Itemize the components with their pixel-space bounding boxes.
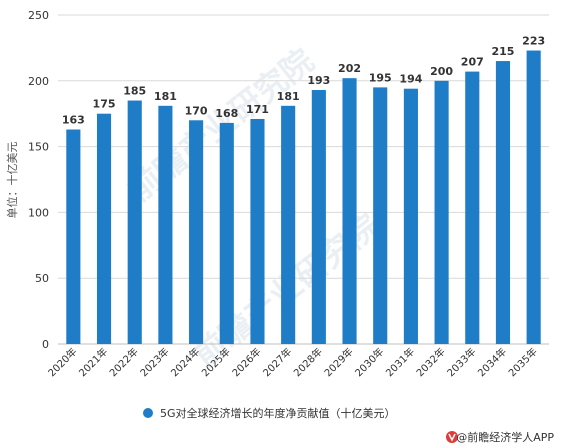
x-tick-label: 2023年 (137, 345, 171, 379)
x-tick-label: 2024年 (168, 345, 202, 379)
data-label: 170 (185, 104, 208, 117)
x-tick-label: 2021年 (76, 345, 110, 379)
bar (311, 90, 326, 345)
legend: 5G对全球经济增长的年度净贡献值（十亿美元） (143, 406, 396, 420)
x-tick-label: 2029年 (321, 345, 355, 379)
bar (434, 80, 449, 345)
x-tick-label: 2033年 (444, 345, 478, 379)
bar (465, 71, 480, 344)
data-label: 175 (93, 98, 116, 111)
data-label: 223 (522, 35, 545, 48)
bar (219, 122, 234, 344)
data-label: 171 (246, 103, 269, 116)
bar (526, 50, 541, 344)
data-label: 181 (154, 90, 177, 103)
legend-swatch (143, 408, 153, 418)
bar (403, 88, 418, 344)
x-tick-label: 2032年 (413, 345, 447, 379)
bar (96, 113, 112, 344)
data-label: 163 (62, 113, 85, 126)
source-text: @前瞻经济学人APP (456, 430, 554, 444)
y-tick-label: 100 (28, 206, 49, 219)
data-label: 207 (461, 56, 484, 69)
data-label: 193 (307, 74, 330, 87)
y-axis: 0 50 100 150 200 250 (28, 9, 49, 351)
y-tick-label: 200 (28, 75, 49, 88)
x-tick-label: 2030年 (352, 345, 386, 379)
bar (127, 100, 142, 344)
data-label: 168 (215, 107, 238, 120)
legend-label: 5G对全球经济增长的年度净贡献值（十亿美元） (160, 406, 396, 420)
x-tick-label: 2031年 (383, 345, 417, 379)
y-tick-label: 50 (35, 272, 49, 285)
data-label: 202 (338, 62, 361, 75)
qianzhan-logo-icon (446, 431, 458, 443)
data-label: 181 (277, 90, 300, 103)
bars (66, 50, 541, 345)
bar (373, 87, 388, 344)
x-tick-label: 2035年 (506, 345, 540, 379)
y-axis-title: 单位：十亿美元 (5, 142, 19, 219)
y-tick-label: 150 (28, 141, 49, 154)
y-tick-label: 0 (42, 338, 49, 351)
bar (250, 118, 265, 345)
data-label: 195 (369, 71, 392, 84)
data-label: 200 (430, 65, 453, 78)
bar (66, 129, 81, 344)
x-tick-label: 2034年 (475, 345, 509, 379)
data-label: 194 (399, 73, 422, 86)
data-label: 185 (123, 85, 146, 98)
x-tick-label: 2028年 (291, 345, 325, 379)
bar (495, 61, 511, 345)
x-tick-label: 2020年 (45, 345, 79, 379)
bar (342, 78, 357, 344)
y-tick-label: 250 (28, 9, 49, 22)
source-credit: @前瞻经济学人APP (446, 430, 554, 444)
x-axis: 2020年2021年2022年2023年2024年2025年2026年2027年… (45, 345, 540, 379)
data-labels: 163 175 185 181 170 168 171 181 193 202 195 194 200 2… (62, 35, 545, 127)
bar (189, 120, 204, 344)
bar (158, 105, 173, 344)
bar (281, 105, 296, 344)
x-tick-label: 2027年 (260, 345, 294, 379)
data-label: 215 (491, 45, 514, 58)
x-tick-label: 2022年 (107, 345, 141, 379)
